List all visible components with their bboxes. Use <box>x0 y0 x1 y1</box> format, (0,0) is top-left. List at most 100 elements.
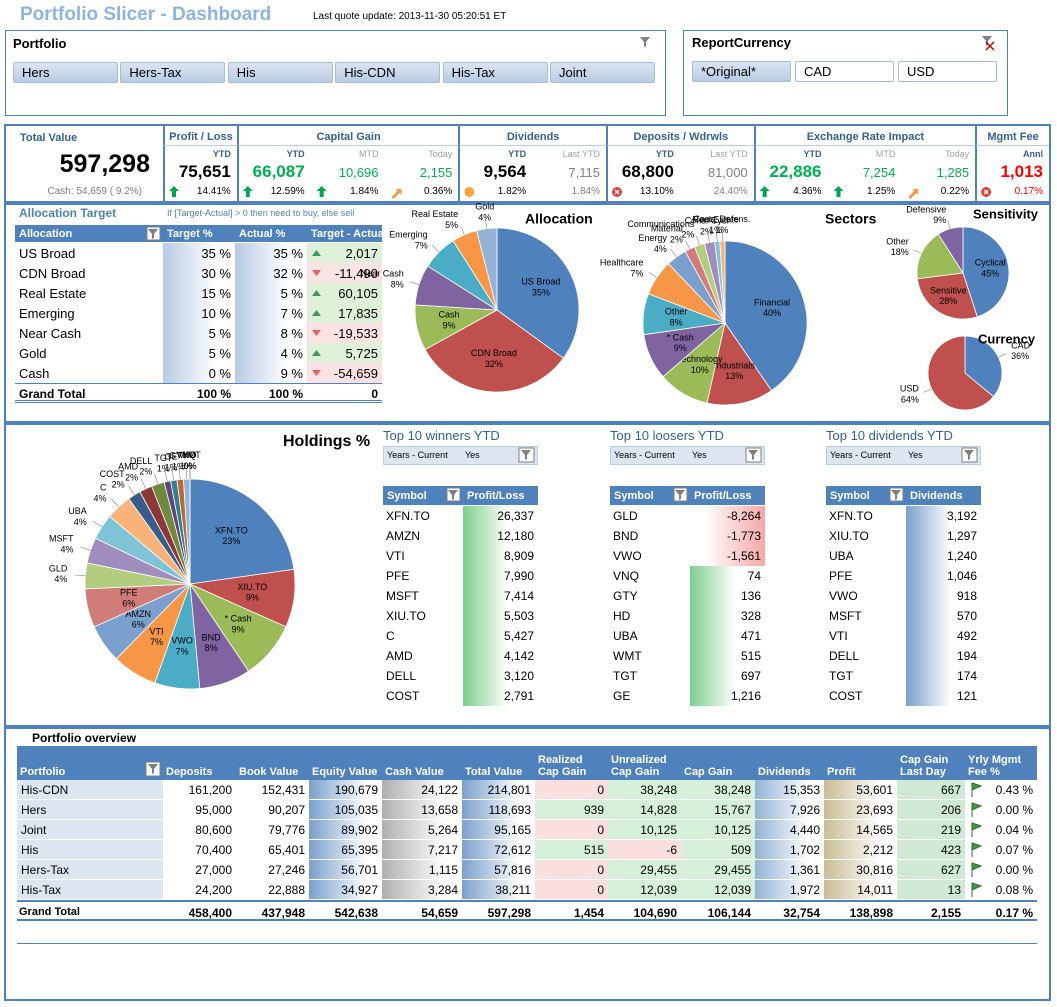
header-cell: Realized Cap Gain <box>535 746 608 780</box>
table-cell: WMT <box>613 649 642 663</box>
table-cell: 23,693 <box>824 800 897 820</box>
header-cell: Unrealized Cap Gain <box>608 746 681 780</box>
table-cell: CDN Broad <box>19 266 86 281</box>
kpi-period: YTD <box>655 149 674 159</box>
slicer-button[interactable]: His-Tax <box>442 62 548 83</box>
slicer-button[interactable]: USD <box>898 61 997 82</box>
kpi-group-title: Capital Gain <box>236 126 459 146</box>
kpi-value: 22,886 <box>769 162 822 181</box>
table-cell: 95,165 <box>462 820 535 840</box>
table-cell: 0.08 % <box>965 880 1037 900</box>
table-cell: 65,395 <box>309 840 382 860</box>
table-cell: VTI <box>386 549 405 563</box>
table-cell: 1,361 <box>755 860 824 880</box>
table-cell: -1,773 <box>690 526 765 546</box>
table-cell: 0.04 % <box>965 820 1037 840</box>
table-cell: 0 % <box>163 363 235 383</box>
table-cell: His-Tax <box>17 880 163 900</box>
filter-label: Years - Current <box>830 450 891 460</box>
table-cell: 35 % <box>163 243 235 263</box>
header-cell: Symbol <box>610 486 690 505</box>
table-cell: 10,125 <box>681 820 755 840</box>
header-cell: Portfolio <box>17 746 163 780</box>
table-cell: Joint <box>17 820 163 840</box>
table-cell: 152,431 <box>236 780 309 800</box>
table-cell: 0 <box>535 820 608 840</box>
table-cell: 4,440 <box>755 820 824 840</box>
table-cell: 5,725 <box>307 343 382 363</box>
table-cell: 65,401 <box>236 840 309 860</box>
kpi-group-title: Profit / Loss <box>163 126 237 146</box>
table-cell: 5,427 <box>463 626 538 646</box>
table-cell: 60,105 <box>307 283 382 303</box>
table-cell: 15,353 <box>755 780 824 800</box>
kpi-group-sep <box>753 146 756 201</box>
table-cell: His <box>17 840 163 860</box>
slicer-button[interactable]: His-CDN <box>335 62 441 83</box>
slicer-button[interactable]: *Original* <box>692 61 791 82</box>
table-cell: 72,612 <box>462 840 535 860</box>
table-cell: 26,337 <box>463 506 538 526</box>
table-cell: 1,972 <box>755 880 824 900</box>
slicer-button[interactable]: Hers <box>13 62 118 83</box>
table-cell: 90,207 <box>236 800 309 820</box>
kpi-panel <box>4 124 1051 203</box>
total-cell: 100 % <box>163 383 235 403</box>
table-cell: 14,011 <box>824 880 897 900</box>
kpi-group-sep <box>606 146 608 201</box>
table-cell: 2,017 <box>307 243 382 263</box>
slicer-button[interactable]: Hers-Tax <box>120 62 226 83</box>
slicer-button[interactable]: Joint <box>550 62 655 83</box>
table-cell: 13 <box>897 880 965 900</box>
table-cell: 2,212 <box>824 840 897 860</box>
table-cell: 10,125 <box>608 820 681 840</box>
table-cell: 0.43 % <box>965 780 1037 800</box>
total-cell: 104,690 <box>608 900 681 921</box>
table-cell: Hers-Tax <box>17 860 163 880</box>
slicer-button[interactable]: His <box>227 62 333 83</box>
table-cell: 1,115 <box>382 860 462 880</box>
kpi-period: Annl <box>1022 149 1043 159</box>
table-cell: UBA <box>613 629 638 643</box>
total-cell: 32,754 <box>755 900 824 921</box>
total-cell: 542,638 <box>309 900 382 921</box>
header-cell: Book Value <box>236 746 309 780</box>
filter-value: Yes <box>465 450 480 460</box>
table-cell: 0.00 % <box>965 800 1037 820</box>
table-cell: 3,192 <box>906 506 981 526</box>
table-cell: XIU.TO <box>386 609 426 623</box>
kpi-period: Last YTD <box>710 149 748 159</box>
table-cell: TGT <box>829 669 853 683</box>
kpi-group-title: Deposits / Wdrwls <box>606 126 754 146</box>
table-cell: 34,927 <box>309 880 382 900</box>
table-cell: 5 % <box>235 283 307 303</box>
table-note: If [Target-Actual] > 0 then need to buy,… <box>167 208 355 218</box>
header-cell: Target % <box>163 225 235 242</box>
filter-label: Years - Current <box>387 450 448 460</box>
table-cell: Cash <box>19 366 50 381</box>
table-cell: 29,455 <box>681 860 755 880</box>
table-cell: -19,533 <box>307 323 382 343</box>
kpi-value: 7,115 <box>568 165 600 180</box>
table-cell: 918 <box>906 586 981 606</box>
kpi-value: 1,013 <box>1000 162 1043 181</box>
table-cell: 14,828 <box>608 800 681 820</box>
table-cell: 24,200 <box>163 880 236 900</box>
table-cell: 38,248 <box>681 780 755 800</box>
currency-slicer-box <box>683 30 1008 116</box>
table-cell: 190,679 <box>309 780 382 800</box>
slicer-button[interactable]: CAD <box>795 61 894 82</box>
holdings-panel <box>4 423 1051 727</box>
table-cell: -1,561 <box>690 546 765 566</box>
table-cell: 161,200 <box>163 780 236 800</box>
total-cell: 138,898 <box>824 900 897 921</box>
table-cell: XFN.TO <box>386 509 430 523</box>
allocation-panel <box>4 203 1051 423</box>
total-cell: Grand Total <box>15 383 163 403</box>
total-cell: 2,155 <box>897 900 965 921</box>
kpi-period: MTD <box>358 149 379 159</box>
table-cell: 570 <box>906 606 981 626</box>
table-cell: -6 <box>608 840 681 860</box>
table-cell: 95,000 <box>163 800 236 820</box>
